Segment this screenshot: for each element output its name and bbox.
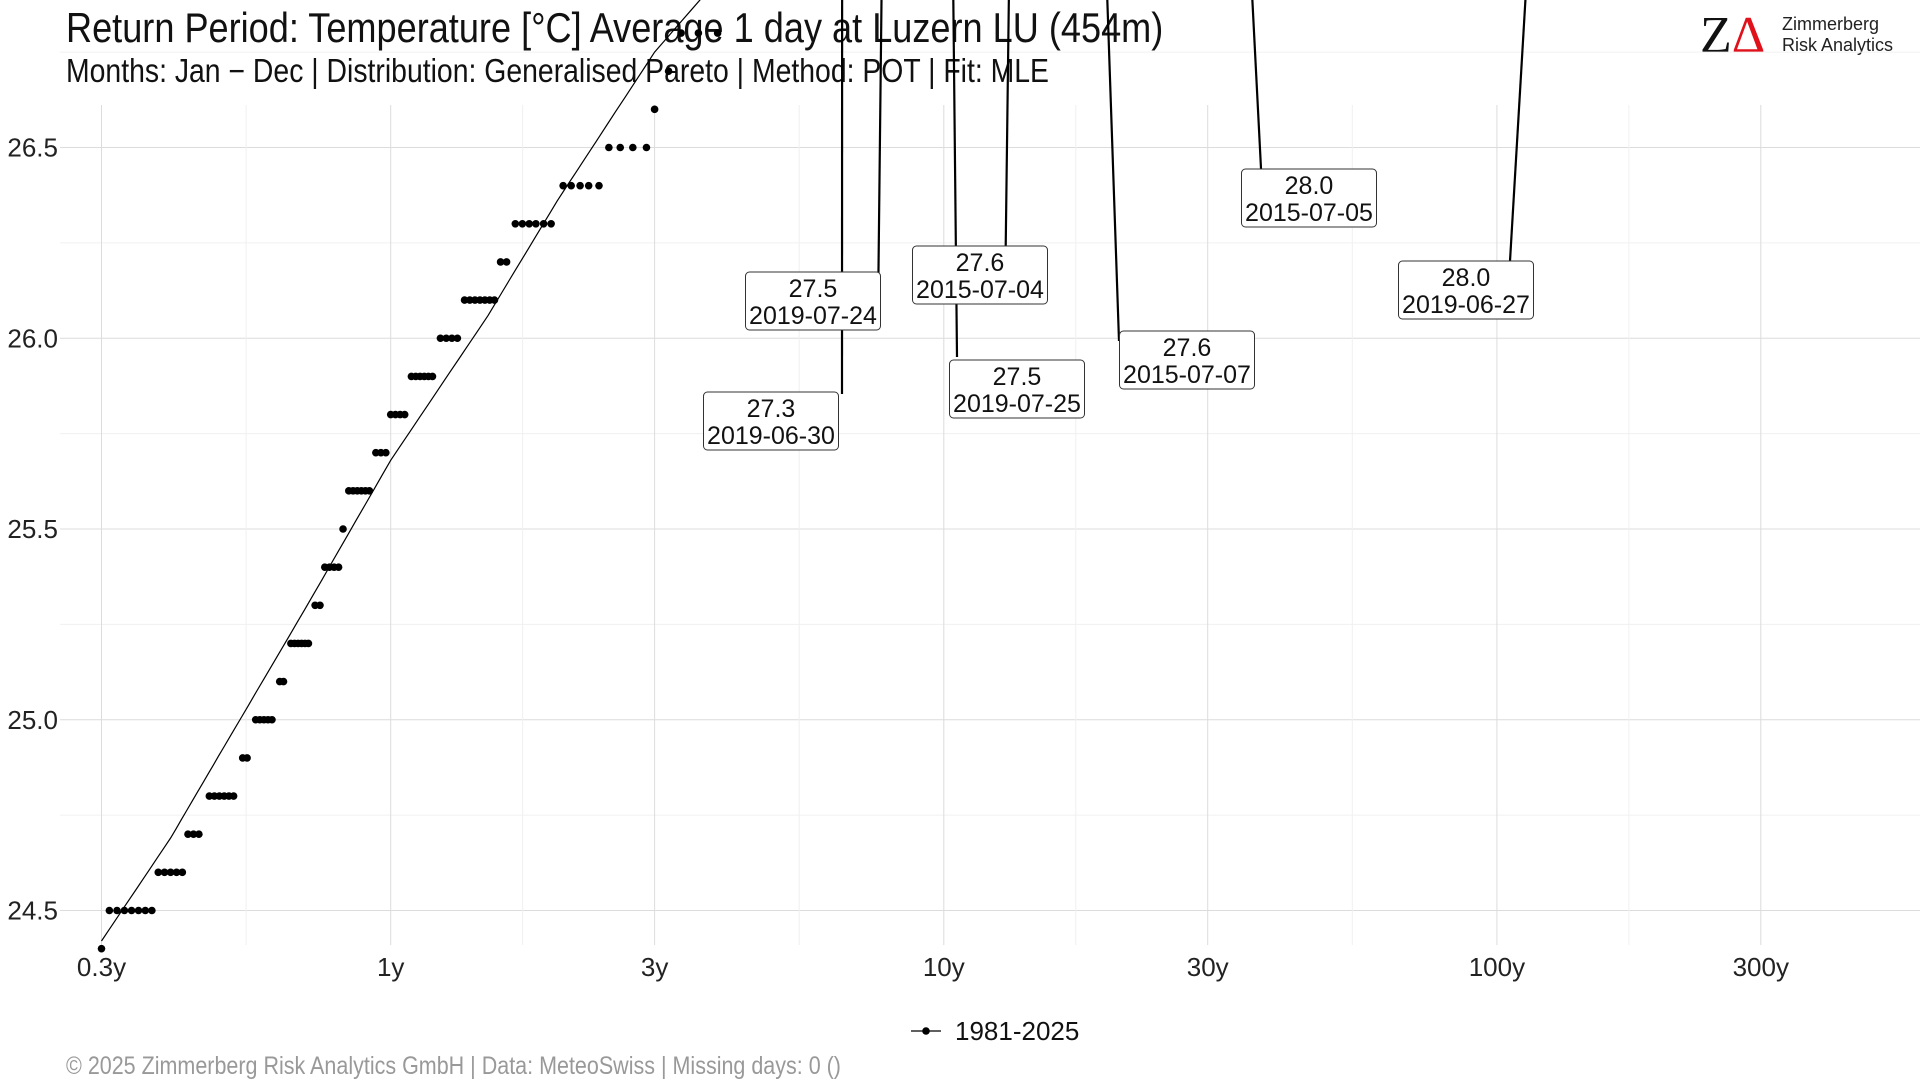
annotation-value: 27.6 xyxy=(956,249,1005,277)
legend[interactable]: 1981-2025 xyxy=(911,1016,1079,1046)
data-point xyxy=(268,716,276,724)
annotation-leader-line xyxy=(1098,0,1119,341)
data-point xyxy=(179,869,187,877)
data-point xyxy=(567,182,575,190)
annotation-date: 2019-06-30 xyxy=(707,422,835,450)
annotation-value: 28.0 xyxy=(1285,172,1334,200)
legend-label: 1981-2025 xyxy=(955,1016,1079,1046)
annotation-date: 2015-07-04 xyxy=(916,276,1044,304)
data-point xyxy=(305,640,313,648)
annotations-layer: 27.32019-06-3027.52019-07-2427.52019-07-… xyxy=(704,0,1551,450)
annotation-date: 2019-07-25 xyxy=(953,390,1081,418)
y-tick-label: 26.5 xyxy=(7,133,58,163)
data-point xyxy=(585,182,593,190)
annotation-value: 27.5 xyxy=(789,275,838,303)
data-point xyxy=(491,296,499,304)
data-point xyxy=(519,220,527,228)
data-point xyxy=(128,907,136,915)
data-point xyxy=(339,525,347,533)
data-point xyxy=(643,144,651,152)
annotation-value: 27.3 xyxy=(747,395,796,423)
legend-key-point xyxy=(922,1027,930,1035)
data-point xyxy=(141,907,149,915)
annotation-leader-line xyxy=(878,0,884,314)
fit-curve-layer xyxy=(102,0,1753,941)
data-point xyxy=(135,907,143,915)
annotation-value: 27.6 xyxy=(1163,334,1212,362)
data-point xyxy=(382,449,390,457)
annotation-value: 27.5 xyxy=(993,363,1042,391)
data-point xyxy=(243,754,251,762)
data-point xyxy=(616,144,624,152)
data-point xyxy=(714,29,722,37)
footer-copyright: © 2025 Zimmerberg Risk Analytics GmbH | … xyxy=(66,1052,841,1081)
data-point xyxy=(677,29,685,37)
x-tick-label: 3y xyxy=(641,952,668,982)
data-points-layer xyxy=(98,0,1555,952)
data-point xyxy=(113,907,121,915)
data-point xyxy=(195,830,203,838)
data-point xyxy=(540,220,548,228)
data-point xyxy=(121,907,129,915)
y-tick-label: 26.0 xyxy=(7,323,58,353)
data-point xyxy=(316,602,324,610)
data-point xyxy=(547,220,555,228)
data-point xyxy=(429,373,437,381)
data-point xyxy=(280,678,288,686)
data-point xyxy=(335,563,343,571)
y-tick-label: 25.0 xyxy=(7,705,58,735)
x-tick-label: 100y xyxy=(1469,952,1525,982)
fit-curve-line xyxy=(102,0,1753,941)
x-tick-label: 1y xyxy=(377,952,404,982)
data-point xyxy=(401,411,409,419)
annotation-value: 28.0 xyxy=(1442,264,1491,292)
y-tick-label: 24.5 xyxy=(7,896,58,926)
annotation-leader-line xyxy=(1510,0,1551,261)
data-point xyxy=(148,907,156,915)
x-tick-label: 300y xyxy=(1733,952,1789,982)
x-tick-label: 30y xyxy=(1187,952,1229,982)
grid xyxy=(60,0,1920,945)
data-point xyxy=(695,29,703,37)
data-point xyxy=(106,907,114,915)
y-tick-label: 25.5 xyxy=(7,514,58,544)
data-point xyxy=(576,182,584,190)
data-point xyxy=(559,182,567,190)
annotation-date: 2015-07-05 xyxy=(1245,199,1373,227)
data-point xyxy=(532,220,540,228)
data-point xyxy=(665,67,673,75)
data-point xyxy=(595,182,603,190)
data-point xyxy=(366,487,374,495)
data-point xyxy=(230,792,238,800)
annotation-date: 2015-07-07 xyxy=(1123,361,1251,389)
data-point xyxy=(525,220,533,228)
data-point xyxy=(629,144,637,152)
data-point xyxy=(503,258,511,266)
x-tick-label: 0.3y xyxy=(77,952,126,982)
annotation-date: 2019-07-24 xyxy=(749,302,877,330)
data-point xyxy=(605,144,613,152)
annotation-date: 2019-06-27 xyxy=(1402,291,1530,319)
data-point xyxy=(512,220,520,228)
data-point xyxy=(651,106,659,114)
x-tick-label: 10y xyxy=(923,952,965,982)
data-point xyxy=(454,334,462,342)
